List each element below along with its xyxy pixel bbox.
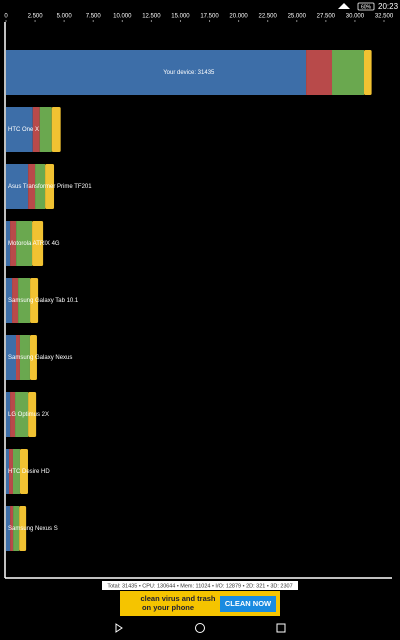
- bar-segment: [6, 107, 33, 152]
- bar-label: Samsung Nexus S: [8, 526, 58, 532]
- wifi-icon: [338, 3, 350, 9]
- bar-segment: [6, 392, 11, 437]
- clock: 20:23: [378, 2, 399, 11]
- bar-segment: [10, 392, 16, 437]
- ad-button[interactable]: [220, 596, 276, 612]
- x-tick-label: 7.500: [86, 14, 102, 20]
- bar-segment: [363, 50, 372, 95]
- bar-segment: [39, 107, 52, 152]
- bar-label: Your device: 31435: [163, 70, 215, 76]
- x-tick-label: 0: [4, 14, 8, 20]
- ad-line: clean virus and trash: [140, 594, 215, 603]
- x-tick-label: 15.000: [171, 14, 190, 20]
- bar-label: HTC One X: [8, 127, 39, 133]
- bar-segment: [6, 335, 17, 380]
- bar-segment: [28, 164, 36, 209]
- footer-summary: Total: 31435 • CPU: 130644 • Mem: 11024 …: [107, 583, 292, 589]
- back-button[interactable]: [115, 623, 123, 633]
- bar-segment: [6, 278, 13, 323]
- bar-segment: [13, 506, 20, 551]
- bar-label: Motorola ATRIX 4G: [8, 241, 60, 247]
- bar-segment: [15, 392, 29, 437]
- bar-label: Samsung Galaxy Tab 10.1: [8, 298, 79, 304]
- bar-segment: [32, 107, 40, 152]
- x-tick-label: 30.000: [346, 14, 365, 20]
- ad-line: on your phone: [142, 603, 194, 612]
- bar-segment: [10, 506, 14, 551]
- bar-label: LG Optimus 2X: [8, 412, 49, 418]
- bar-segment: [6, 221, 11, 266]
- bar-segment: [306, 50, 333, 95]
- bar-segment: [6, 50, 307, 95]
- bar-segment: [6, 506, 11, 551]
- bar-label: Samsung Galaxy Nexus: [8, 355, 72, 361]
- bar-segment: [28, 392, 37, 437]
- bar-segment: [6, 164, 29, 209]
- x-tick-label: 2.500: [28, 14, 44, 20]
- bar-segment: [29, 335, 37, 380]
- x-tick-label: 12.500: [142, 14, 161, 20]
- x-tick-label: 22.500: [259, 14, 278, 20]
- bar-segment: [19, 335, 30, 380]
- bar-label: HTC Desire HD: [8, 469, 50, 475]
- recents-button[interactable]: [276, 623, 286, 633]
- bar-segment: [32, 221, 44, 266]
- bar-segment: [30, 278, 39, 323]
- status-bar: [0, 0, 400, 12]
- bar-segment: [35, 164, 46, 209]
- bar-segment: [18, 278, 31, 323]
- battery-level: 60%: [361, 4, 372, 10]
- x-tick-label: 5.000: [57, 14, 73, 20]
- bar-segment: [45, 164, 55, 209]
- bar-segment: [332, 50, 364, 95]
- bar-segment: [12, 278, 19, 323]
- x-tick-label: 32.500: [375, 14, 394, 20]
- home-button[interactable]: [195, 623, 205, 633]
- bar-segment: [10, 221, 17, 266]
- x-tick-label: 25.000: [288, 14, 307, 20]
- bar-segment: [9, 449, 13, 494]
- bar-segment: [12, 449, 20, 494]
- x-tick-label: 17.500: [200, 14, 219, 20]
- bar-segment: [51, 107, 61, 152]
- x-tick-label: 27.500: [317, 14, 336, 20]
- chart: 0 2.500 5.000 7.500 10.000 12.500 15.000 17.500…: [4, 14, 394, 551]
- ad-button-label: CLEAN NOW: [225, 599, 272, 608]
- bar-segment: [16, 335, 20, 380]
- x-tick-label: 20.000: [229, 14, 248, 20]
- bar-segment: [6, 449, 10, 494]
- bar-segment: [19, 449, 28, 494]
- nav-bar: [0, 616, 400, 640]
- footer-box: [102, 581, 298, 590]
- x-tick-label: 10.000: [113, 14, 132, 20]
- battery-icon: [357, 2, 375, 11]
- bar-label: Asus Transformer Prime TF201: [8, 184, 92, 190]
- bar-segment: [19, 506, 27, 551]
- bar-segment: [16, 221, 33, 266]
